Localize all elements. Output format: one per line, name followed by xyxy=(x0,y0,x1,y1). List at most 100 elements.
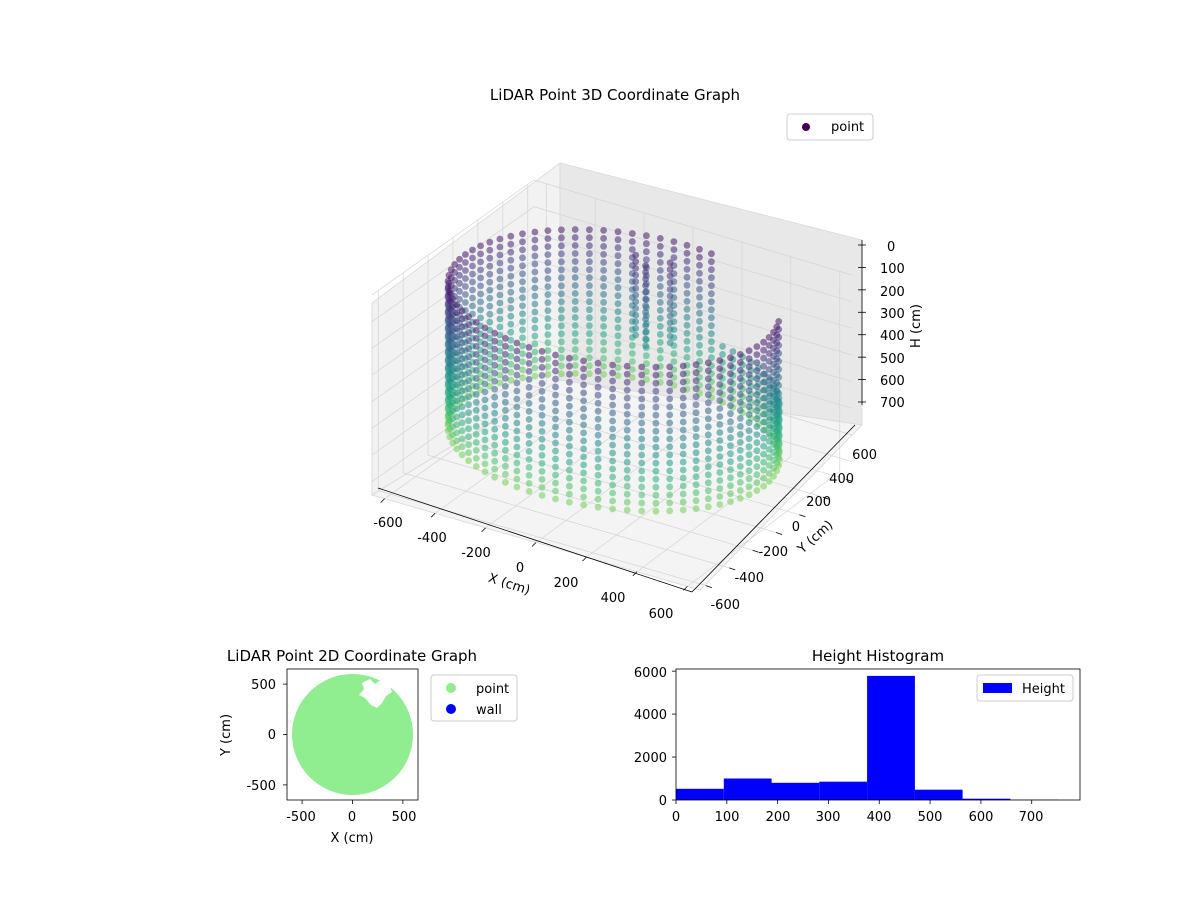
x-axis-line xyxy=(377,487,693,593)
data-point xyxy=(580,501,587,509)
data-point xyxy=(609,497,616,505)
data-point xyxy=(558,250,565,258)
legend-3d-label: point xyxy=(831,120,864,135)
data-point xyxy=(704,495,712,503)
data-point xyxy=(538,460,546,467)
z-tick-label: 700 xyxy=(880,396,905,411)
data-point xyxy=(692,457,700,465)
data-point xyxy=(716,429,724,436)
data-point xyxy=(538,428,546,435)
data-point xyxy=(594,463,602,471)
data-point xyxy=(458,427,466,435)
data-point xyxy=(708,314,715,322)
data-point xyxy=(507,296,515,304)
data-point xyxy=(571,370,579,377)
data-point xyxy=(477,266,484,274)
data-point xyxy=(580,413,587,421)
z-tick-label: 200 xyxy=(880,285,905,300)
data-point xyxy=(609,505,616,513)
hist-y-tick-label: 0 xyxy=(659,794,667,809)
data-point xyxy=(538,348,546,355)
data-point xyxy=(525,440,533,447)
data-point xyxy=(745,475,753,483)
data-point xyxy=(465,353,472,361)
data-point xyxy=(472,399,480,406)
data-point xyxy=(600,235,607,242)
legend-2d-point-label: point xyxy=(476,682,509,697)
data-point xyxy=(642,275,649,283)
data-point xyxy=(519,358,526,366)
grid-line xyxy=(636,256,792,573)
data-point xyxy=(692,401,700,409)
data-point xyxy=(609,409,616,417)
data-point xyxy=(481,404,489,412)
data-point xyxy=(481,428,489,436)
data-point xyxy=(656,299,664,306)
data-point xyxy=(704,487,712,495)
data-point xyxy=(507,328,515,336)
data-point xyxy=(683,281,691,289)
data-point xyxy=(519,366,526,374)
hist-x-tick-label: 400 xyxy=(867,810,892,825)
data-point xyxy=(465,449,472,457)
data-point xyxy=(477,314,484,322)
data-point xyxy=(469,294,476,302)
data-point xyxy=(465,337,472,345)
data-point xyxy=(727,498,734,506)
data-point xyxy=(679,394,687,402)
data-point xyxy=(729,348,737,355)
data-point xyxy=(753,463,761,470)
data-point xyxy=(552,455,559,463)
y-tick-label: 400 xyxy=(829,472,854,487)
data-point xyxy=(609,369,616,377)
data-point xyxy=(704,399,712,407)
data-point xyxy=(666,475,674,483)
data-point xyxy=(614,324,622,332)
data-point xyxy=(558,234,565,242)
data-point xyxy=(679,498,687,506)
data-point xyxy=(552,407,559,415)
data-point xyxy=(765,438,773,445)
data-point xyxy=(753,439,761,446)
data-point xyxy=(656,307,664,314)
data-point xyxy=(519,230,526,238)
data-point xyxy=(453,309,461,317)
data-point xyxy=(683,273,691,281)
data-point xyxy=(525,480,533,487)
data-point xyxy=(496,259,504,267)
data-point xyxy=(679,378,687,386)
data-point xyxy=(538,420,546,427)
data-point xyxy=(600,259,607,266)
data-point xyxy=(502,414,509,422)
data-point xyxy=(656,267,664,274)
data-point xyxy=(623,394,631,402)
data-point xyxy=(481,460,489,468)
data-point xyxy=(531,348,539,356)
z-axis-label: H (cm) xyxy=(909,304,924,348)
data-point xyxy=(628,374,636,381)
data-point xyxy=(580,429,587,437)
data-point xyxy=(600,339,607,346)
data-point xyxy=(566,474,573,482)
data-point xyxy=(458,323,466,331)
data-point xyxy=(760,458,767,466)
data-point xyxy=(760,418,767,426)
data-point xyxy=(666,387,674,395)
data-point xyxy=(745,371,753,379)
data-point xyxy=(692,449,700,457)
data-point xyxy=(727,410,734,418)
histogram-bar xyxy=(867,675,915,800)
data-point xyxy=(544,339,552,346)
data-point xyxy=(614,228,622,236)
tick-mark xyxy=(705,585,712,588)
data-point xyxy=(594,399,602,407)
data-point xyxy=(727,426,734,434)
data-point xyxy=(453,405,461,413)
data-point xyxy=(502,454,509,462)
data-point xyxy=(736,495,744,502)
data-point xyxy=(531,300,539,308)
data-point xyxy=(519,246,526,254)
data-point xyxy=(683,241,691,249)
data-point xyxy=(656,315,664,322)
data-point xyxy=(496,235,504,243)
